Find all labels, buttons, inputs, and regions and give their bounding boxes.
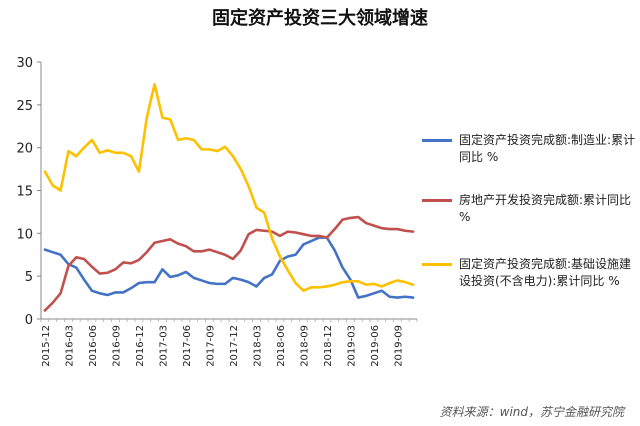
x-tick-label: 2018-09 xyxy=(299,325,310,367)
x-tick-label: 2016-03 xyxy=(64,325,75,367)
source-note: 资料来源：wind，苏宁金融研究院 xyxy=(439,405,624,419)
y-tick-label: 10 xyxy=(16,227,33,242)
series-line-1 xyxy=(43,215,415,312)
y-tick-label: 30 xyxy=(16,56,33,71)
legend-label-real-estate: 房地产开发投资完成额:累计同比 % xyxy=(459,193,632,224)
legend-swatch-real-estate xyxy=(422,199,452,202)
x-tick-label: 2016-06 xyxy=(88,325,99,367)
x-tick-label: 2016-12 xyxy=(135,325,146,367)
x-tick-label: 2017-06 xyxy=(182,325,193,367)
y-tick-label: 15 xyxy=(16,185,33,200)
x-tick-label: 2019-06 xyxy=(370,325,381,367)
series-line-2 xyxy=(43,82,415,293)
axes: 0 5 10 15 20 25 30 2015-12 2016-03 2016-06 2016-09… xyxy=(16,56,418,367)
x-tick-label: 2017-12 xyxy=(229,325,240,367)
x-tick-label: 2018-12 xyxy=(323,325,334,367)
legend-label-manufacturing: 固定资产投资完成额:制造业:累计同比 % xyxy=(459,133,636,164)
series-lines xyxy=(43,82,415,312)
x-tick-label: 2016-09 xyxy=(111,325,122,367)
x-tick-label: 2015-12 xyxy=(41,325,52,367)
y-tick-label: 5 xyxy=(25,270,33,285)
y-tick-label: 25 xyxy=(16,99,33,114)
y-tick-label: 0 xyxy=(25,313,33,328)
x-tick-label: 2019-09 xyxy=(393,325,404,367)
x-tick-label: 2018-06 xyxy=(276,325,287,367)
legend-label-infrastructure: 固定资产投资完成额:基础设施建设投资(不含电力):累计同比 % xyxy=(459,257,632,288)
x-tick-label: 2019-03 xyxy=(346,325,357,367)
legend-swatch-infrastructure xyxy=(422,263,452,266)
x-tick-label: 2017-09 xyxy=(205,325,216,367)
chart-title: 固定资产投资三大领域增速 xyxy=(212,8,428,29)
x-tick-label: 2017-03 xyxy=(158,325,169,367)
y-tick-label: 20 xyxy=(16,142,33,157)
x-tick-label: 2018-03 xyxy=(252,325,263,367)
legend-swatch-manufacturing xyxy=(422,139,452,142)
series-line-0 xyxy=(43,236,415,299)
